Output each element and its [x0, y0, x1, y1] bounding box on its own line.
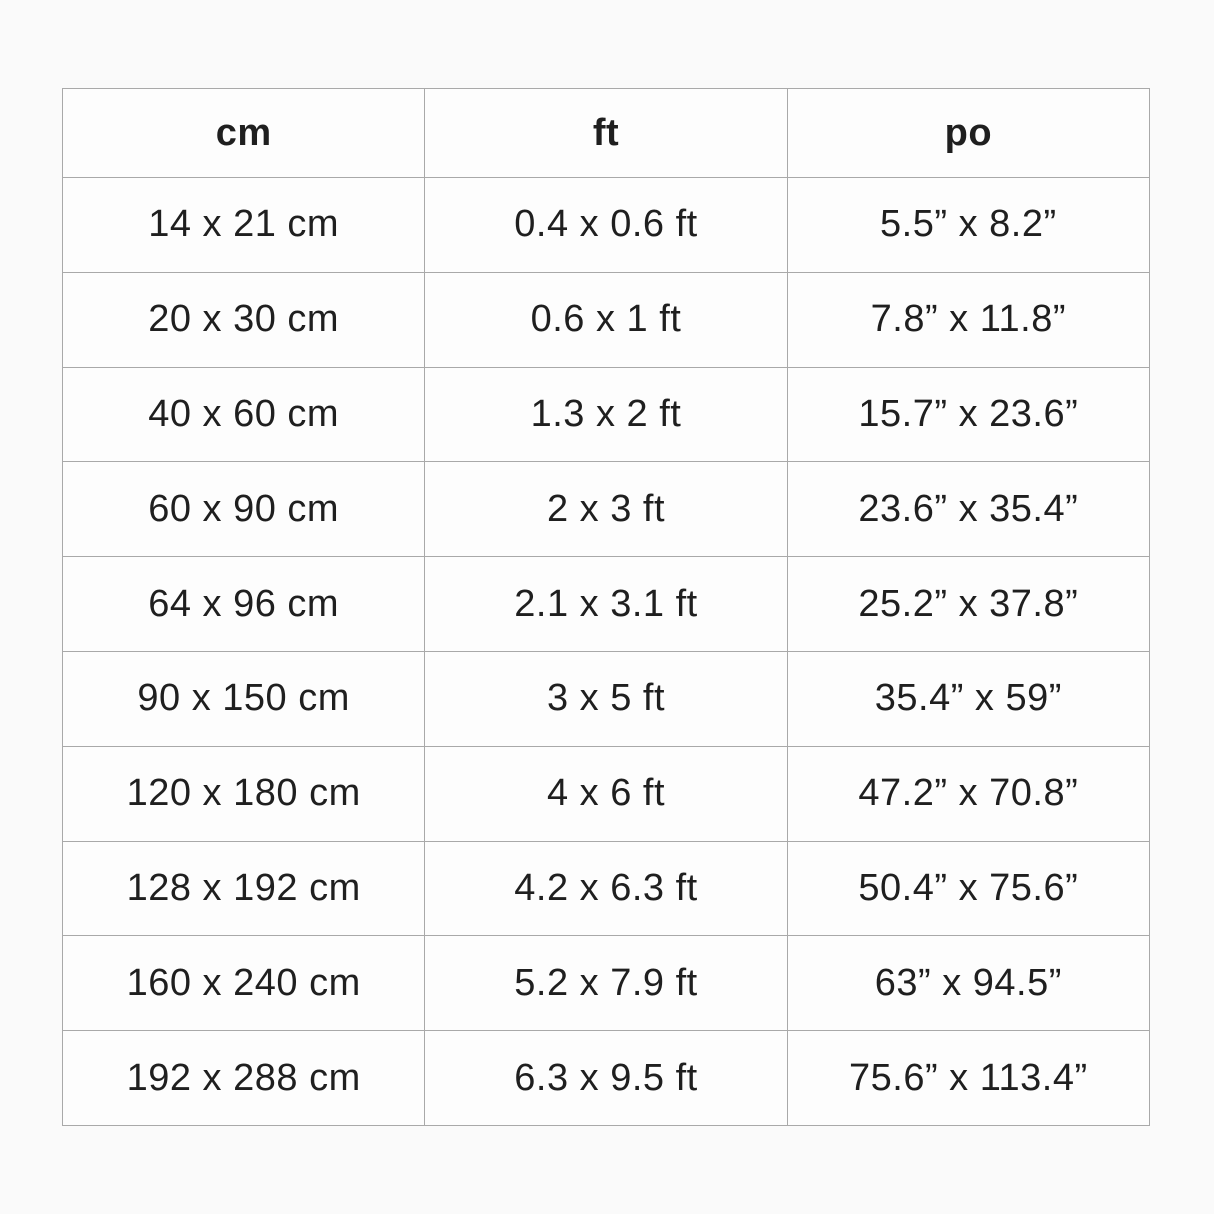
header-ft: ft	[424, 88, 788, 178]
table-cell: 15.7” x 23.6”	[786, 366, 1151, 463]
table-row: 160 x 240 cm 5.2 x 7.9 ft 63” x 94.5”	[61, 935, 1151, 1032]
table-cell: 25.2” x 37.8”	[786, 556, 1151, 652]
table-cell: 5.2 x 7.9 ft	[424, 935, 788, 1032]
conversion-table: cm ft po 14 x 21 cm 0.4 x 0.6 ft 5.5” x …	[61, 88, 1151, 1126]
table-cell: 50.4” x 75.6”	[786, 840, 1151, 937]
header-po: po	[786, 88, 1151, 178]
table-cell: 0.6 x 1 ft	[424, 271, 788, 368]
table-row: 60 x 90 cm 2 x 3 ft 23.6” x 35.4”	[61, 461, 1151, 558]
table-cell: 60 x 90 cm	[61, 461, 426, 558]
table-cell: 4 x 6 ft	[424, 745, 788, 842]
table-cell: 1.3 x 2 ft	[424, 366, 788, 463]
table-cell: 128 x 192 cm	[61, 840, 426, 937]
table-cell: 192 x 288 cm	[61, 1030, 426, 1126]
table-cell: 2.1 x 3.1 ft	[424, 556, 788, 652]
table-cell: 47.2” x 70.8”	[786, 745, 1151, 842]
table-cell: 40 x 60 cm	[61, 366, 426, 463]
table-cell: 0.4 x 0.6 ft	[424, 177, 788, 273]
table-cell: 64 x 96 cm	[61, 556, 426, 652]
size-conversion-table: cm ft po 14 x 21 cm 0.4 x 0.6 ft 5.5” x …	[61, 88, 1151, 1126]
table-cell: 5.5” x 8.2”	[786, 177, 1151, 273]
table-cell: 14 x 21 cm	[61, 177, 426, 273]
table-cell: 160 x 240 cm	[61, 935, 426, 1032]
table-cell: 75.6” x 113.4”	[786, 1030, 1151, 1126]
header-cm: cm	[61, 88, 426, 178]
table-row: 192 x 288 cm 6.3 x 9.5 ft 75.6” x 113.4”	[61, 1030, 1151, 1126]
table-row: 120 x 180 cm 4 x 6 ft 47.2” x 70.8”	[61, 745, 1151, 842]
table-row: 64 x 96 cm 2.1 x 3.1 ft 25.2” x 37.8”	[61, 556, 1151, 652]
table-cell: 35.4” x 59”	[786, 650, 1151, 747]
table-cell: 7.8” x 11.8”	[786, 271, 1151, 368]
table-cell: 90 x 150 cm	[61, 650, 426, 747]
table-cell: 120 x 180 cm	[61, 745, 426, 842]
table-row: 40 x 60 cm 1.3 x 2 ft 15.7” x 23.6”	[61, 366, 1151, 463]
table-cell: 6.3 x 9.5 ft	[424, 1030, 788, 1126]
table-cell: 20 x 30 cm	[61, 271, 426, 368]
table-row: 128 x 192 cm 4.2 x 6.3 ft 50.4” x 75.6”	[61, 840, 1151, 937]
table-row: 90 x 150 cm 3 x 5 ft 35.4” x 59”	[61, 650, 1151, 747]
table-row: 20 x 30 cm 0.6 x 1 ft 7.8” x 11.8”	[61, 271, 1151, 368]
header-row: cm ft po	[61, 88, 1151, 178]
table-row: 14 x 21 cm 0.4 x 0.6 ft 5.5” x 8.2”	[61, 177, 1151, 273]
table-cell: 3 x 5 ft	[424, 650, 788, 747]
table-cell: 63” x 94.5”	[786, 935, 1151, 1032]
table-cell: 23.6” x 35.4”	[786, 461, 1151, 558]
table-cell: 2 x 3 ft	[424, 461, 788, 558]
table-cell: 4.2 x 6.3 ft	[424, 840, 788, 937]
